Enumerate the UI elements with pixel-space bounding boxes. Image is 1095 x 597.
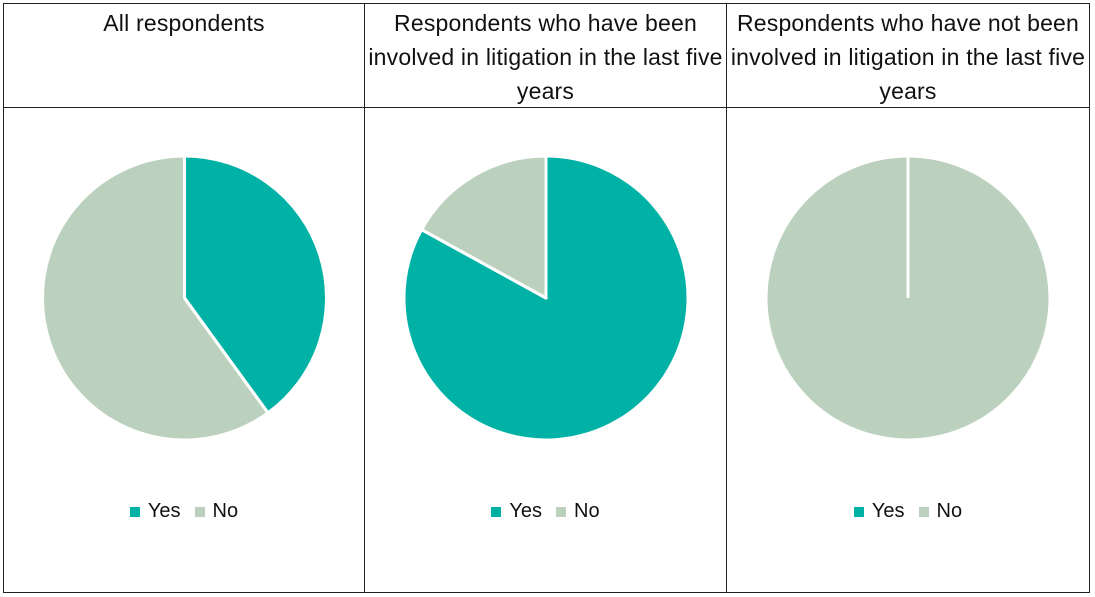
pie-chart-not-involved — [764, 154, 1052, 442]
pie-panel-all: Yes No — [4, 108, 365, 592]
legend-item-no: No — [918, 500, 963, 523]
legend-item-yes: Yes — [491, 500, 542, 523]
legend-all: Yes No — [4, 500, 364, 523]
pie-chart-involved — [402, 154, 690, 442]
legend-label-no: No — [936, 500, 963, 522]
legend-not-involved: Yes No — [727, 500, 1089, 523]
pie-panel-involved: Yes No — [365, 108, 727, 592]
legend-swatch-yes — [129, 506, 140, 517]
legend-label-no: No — [212, 500, 239, 522]
legend-label-yes: Yes — [509, 500, 543, 522]
legend-label-no: No — [574, 500, 600, 522]
chart-grid: All respondents Respondents who have bee… — [3, 3, 1090, 593]
legend-swatch-no — [194, 506, 205, 517]
pie-chart-all — [41, 154, 328, 442]
legend-swatch-no — [556, 506, 567, 517]
legend-item-yes: Yes — [853, 500, 905, 523]
legend-swatch-yes — [491, 506, 502, 517]
pie-slice-separator — [183, 297, 270, 414]
pie-slice-separator — [420, 228, 547, 300]
legend-label-yes: Yes — [871, 500, 905, 522]
legend-item-no: No — [556, 500, 600, 523]
legend-swatch-no — [918, 506, 929, 517]
pie-slice-yes — [183, 154, 328, 415]
chart-title-all: All respondents — [4, 4, 365, 108]
legend-involved: Yes No — [365, 500, 726, 523]
pie-panel-not-involved: Yes No — [727, 108, 1089, 592]
legend-swatch-yes — [853, 506, 864, 517]
chart-title-involved: Respondents who have been involved in li… — [365, 4, 727, 108]
pie-slice-no — [420, 154, 548, 300]
legend-item-yes: Yes — [129, 500, 181, 523]
legend-item-no: No — [194, 500, 239, 523]
legend-label-yes: Yes — [147, 500, 181, 522]
chart-title-not-involved: Respondents who have not been involved i… — [727, 4, 1089, 108]
pie-slice-no — [41, 154, 270, 442]
